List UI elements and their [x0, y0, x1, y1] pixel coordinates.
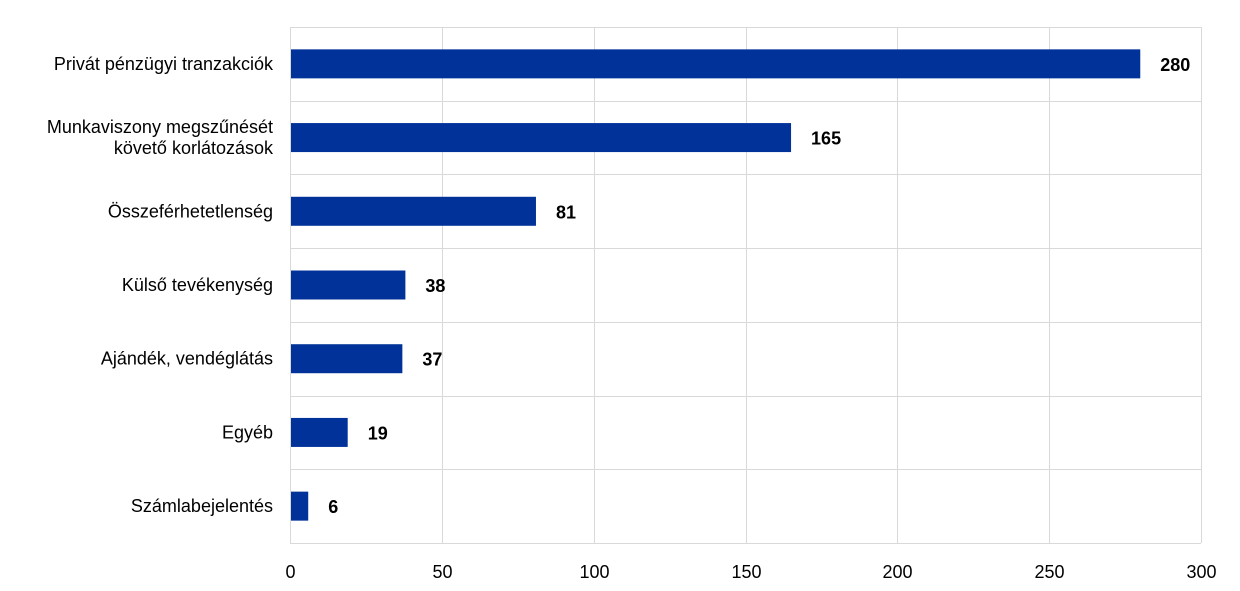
bar — [291, 344, 403, 374]
bar — [291, 491, 309, 521]
bar — [291, 417, 348, 447]
category-label: Összeférhetetlenség — [108, 201, 273, 221]
x-tick-label: 50 — [432, 562, 452, 582]
value-labels: 280 165 81 38 37 19 6 — [328, 55, 1190, 517]
data-label: 19 — [368, 423, 388, 443]
x-axis-tick-labels: 0 50 100 150 200 250 300 — [285, 562, 1216, 582]
category-label: Egyéb — [222, 422, 273, 442]
data-label: 81 — [556, 202, 576, 222]
category-label: Ajándék, vendéglátás — [101, 349, 273, 369]
x-tick-label: 100 — [579, 562, 609, 582]
category-label-line: Egyéb — [222, 422, 273, 442]
category-label-line: Munkaviszony megszűnését — [47, 117, 273, 137]
category-label: Privát pénzügyi tranzakciók — [54, 54, 274, 74]
bar — [291, 123, 792, 153]
category-label: Külső tevékenység — [122, 275, 273, 295]
category-label-line: Privát pénzügyi tranzakciók — [54, 54, 274, 74]
x-tick-label: 300 — [1186, 562, 1216, 582]
bar — [291, 49, 1141, 79]
grid — [290, 27, 1202, 544]
x-tick-label: 250 — [1034, 562, 1064, 582]
category-label-line: követő korlátozások — [114, 138, 274, 158]
x-tick-label: 150 — [731, 562, 761, 582]
data-label: 37 — [422, 350, 442, 370]
category-label-line: Számlabejelentés — [131, 496, 273, 516]
x-tick-label: 200 — [882, 562, 912, 582]
bars — [291, 49, 1141, 521]
bar — [291, 196, 536, 226]
category-label-line: Ajándék, vendéglátás — [101, 349, 273, 369]
category-label-line: Összeférhetetlenség — [108, 201, 273, 221]
x-tick-label: 0 — [285, 562, 295, 582]
data-label: 280 — [1160, 55, 1190, 75]
category-labels: Privát pénzügyi tranzakciók Munkaviszony … — [47, 54, 274, 516]
data-label: 165 — [811, 129, 841, 149]
category-label-line: Külső tevékenység — [122, 275, 273, 295]
data-label: 6 — [328, 497, 338, 517]
data-label: 38 — [425, 276, 445, 296]
bar — [291, 270, 406, 300]
category-label: Számlabejelentés — [131, 496, 273, 516]
category-label: Munkaviszony megszűnését követő korlátozá… — [47, 117, 274, 158]
